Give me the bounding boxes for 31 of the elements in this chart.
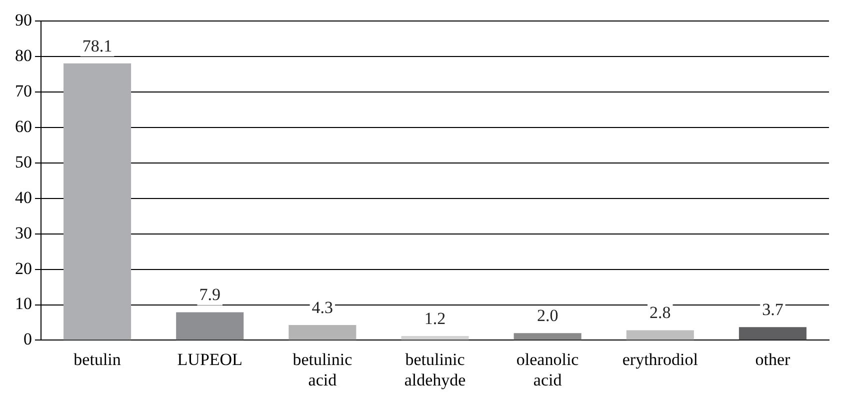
x-tick-label: other — [755, 350, 791, 369]
x-tick-label: erythrodiol — [622, 350, 698, 369]
x-tick-label: betulin — [74, 350, 122, 369]
y-tick-label: 60 — [15, 117, 32, 136]
bar — [64, 63, 132, 340]
x-tick-label: oleanolic acid — [516, 350, 580, 390]
y-tick-label: 10 — [15, 294, 32, 314]
bar — [288, 324, 356, 340]
data-label: 2.0 — [536, 306, 558, 326]
x-tick-label: LUPEOL — [177, 350, 242, 369]
y-tick-label: 20 — [15, 258, 32, 278]
y-tick-label: 40 — [15, 188, 32, 207]
bar — [176, 312, 244, 340]
data-label: 2.8 — [650, 303, 671, 322]
x-tick-label: betulinic acid — [292, 350, 353, 390]
bar — [738, 327, 806, 340]
data-label: 7.9 — [199, 285, 220, 304]
y-tick-label: 50 — [15, 152, 32, 172]
y-tick-label: 0 — [24, 330, 32, 349]
bar — [626, 330, 694, 340]
bar — [401, 336, 469, 340]
y-tick-label: 80 — [15, 46, 32, 66]
x-tick-label: betulinic aldehyde — [404, 350, 466, 390]
y-tick-label: 30 — [15, 223, 32, 242]
y-tick-label: 90 — [15, 10, 32, 30]
data-label: 4.3 — [312, 298, 334, 317]
bar — [514, 333, 582, 340]
data-label: 1.2 — [424, 308, 446, 328]
data-label: 3.7 — [762, 300, 784, 320]
data-label: 78.1 — [82, 36, 112, 56]
y-tick-label: 70 — [15, 82, 32, 101]
